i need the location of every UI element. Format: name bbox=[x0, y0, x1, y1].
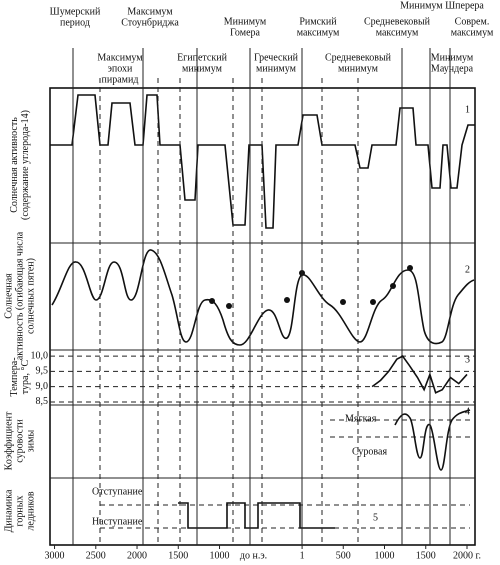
period-label: Египетский bbox=[177, 52, 227, 63]
period-label: Минимум bbox=[224, 16, 267, 27]
dot bbox=[284, 297, 290, 303]
dot bbox=[226, 303, 232, 309]
glacier-curve bbox=[178, 502, 335, 529]
period-label: Минимум bbox=[431, 52, 474, 63]
x-tick-label: 1000 bbox=[375, 550, 395, 561]
period-label: Соврем. bbox=[455, 16, 490, 27]
note: Суровая bbox=[352, 446, 387, 457]
period-label: Греческий bbox=[254, 52, 299, 63]
panel-label: горных bbox=[14, 496, 25, 527]
panel-number: 2 bbox=[465, 264, 470, 275]
panel-label: Коэффициент bbox=[3, 411, 14, 470]
x-tick-label: 1000 bbox=[210, 550, 230, 561]
period-label: эпохи bbox=[108, 63, 133, 74]
sunspot-curve bbox=[51, 249, 475, 346]
note: Наступание bbox=[92, 516, 143, 527]
panel-label: Динамика bbox=[3, 489, 14, 532]
period-label: максимум bbox=[297, 27, 340, 38]
period-label: максимум bbox=[376, 27, 419, 38]
panel-label: активность (огибающая числа bbox=[14, 231, 25, 360]
note: Мягкая bbox=[345, 413, 377, 424]
dot bbox=[370, 299, 376, 305]
panel-label: суровости bbox=[14, 419, 25, 463]
panel-label: тура, °С bbox=[20, 360, 31, 395]
panel-number: 4 bbox=[465, 406, 470, 417]
sunspot-dots bbox=[209, 265, 413, 309]
period-label: минимум bbox=[256, 63, 297, 74]
period-label: Максимум bbox=[127, 6, 173, 17]
period-label: пирамид bbox=[102, 74, 139, 85]
x-note: до н.э. bbox=[240, 550, 267, 561]
dot bbox=[407, 265, 413, 271]
panel-label: солнечных пятен) bbox=[25, 258, 36, 334]
panel-label: (содержание углерода-14) bbox=[20, 110, 31, 220]
carbon-curve bbox=[50, 94, 475, 229]
winter-curve bbox=[394, 409, 471, 471]
x-tick-label: 2000 bbox=[127, 550, 147, 561]
period-label: Средневековый bbox=[364, 16, 431, 27]
panel-label: Темпера- bbox=[9, 357, 20, 396]
x-tick-label: 2500 bbox=[86, 550, 106, 561]
dot bbox=[390, 283, 396, 289]
period-label: Гомера bbox=[230, 27, 260, 38]
period-label: Средневековый bbox=[325, 52, 392, 63]
dot bbox=[340, 299, 346, 305]
y-tick-label: 9,5 bbox=[36, 366, 49, 377]
x-tick-label: 1 bbox=[300, 550, 305, 561]
y-tick-label: 8,5 bbox=[36, 396, 49, 407]
period-label: максимум bbox=[451, 27, 494, 38]
y-tick-label: 9,0 bbox=[36, 381, 49, 392]
period-label: Максимум bbox=[97, 52, 143, 63]
panel-label: Солнечная bbox=[3, 273, 14, 319]
panel-number: 1 bbox=[465, 104, 470, 115]
period-label: период bbox=[60, 17, 90, 28]
period-label: Минимум Шперера bbox=[400, 0, 484, 11]
panel-label: Солнечная активность bbox=[9, 117, 20, 213]
period-label: Шумерский bbox=[50, 6, 101, 17]
period-label: минимум bbox=[182, 63, 223, 74]
x-tick-label: 1500 bbox=[168, 550, 188, 561]
panel-number: 5 bbox=[373, 512, 378, 523]
note: Отступание bbox=[92, 486, 143, 497]
panel-label: ледников bbox=[25, 491, 36, 530]
period-label: минимум bbox=[338, 63, 379, 74]
y-tick-label: 10,0 bbox=[31, 350, 49, 361]
panel-number: 3 bbox=[465, 354, 470, 365]
x-tick-label: 2000 г. bbox=[453, 550, 481, 561]
x-tick-label: 500 bbox=[336, 550, 351, 561]
period-label: Римский bbox=[299, 16, 337, 27]
period-label: Маундера bbox=[431, 63, 474, 74]
dot bbox=[209, 298, 215, 304]
x-tick-label: 3000 bbox=[45, 550, 65, 561]
x-tick-label: 1500 bbox=[416, 550, 436, 561]
period-label: Стоунбриджа bbox=[121, 17, 179, 28]
temperature-line bbox=[371, 355, 468, 394]
panel-label: зимы bbox=[25, 430, 36, 453]
